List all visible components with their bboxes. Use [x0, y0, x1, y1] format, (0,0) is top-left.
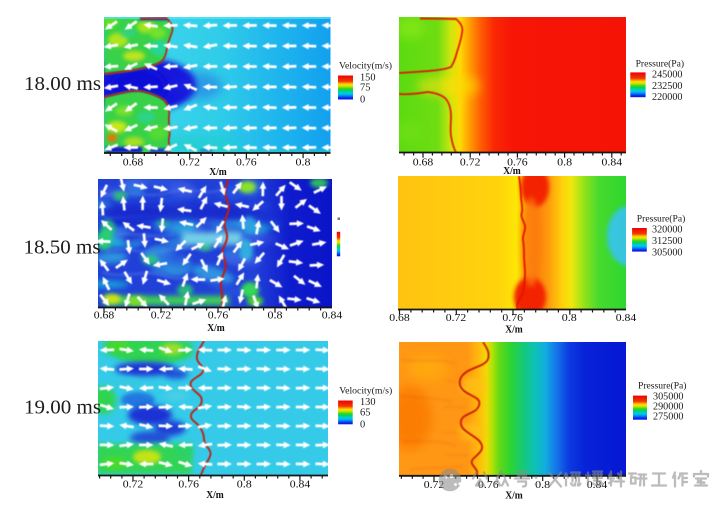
- svg-text:0.76: 0.76: [208, 311, 229, 322]
- svg-text:0.68: 0.68: [94, 311, 115, 322]
- svg-text:312500: 312500: [652, 236, 683, 247]
- svg-text:0.68: 0.68: [123, 158, 144, 169]
- svg-text:0.8: 0.8: [562, 313, 577, 324]
- svg-text:0.84: 0.84: [322, 311, 343, 322]
- svg-text:0.72: 0.72: [424, 480, 445, 491]
- svg-text:18.00 ms: 18.00 ms: [24, 73, 101, 95]
- svg-text:0.76: 0.76: [178, 480, 199, 491]
- svg-text:18.50 ms: 18.50 ms: [24, 237, 101, 259]
- svg-text:X/m: X/m: [505, 325, 523, 336]
- svg-text:0.68: 0.68: [413, 158, 434, 169]
- svg-text:19.00 ms: 19.00 ms: [24, 397, 101, 419]
- svg-text:320000: 320000: [652, 225, 683, 236]
- svg-text:Velocity(m/s): Velocity(m/s): [339, 60, 392, 71]
- svg-text:275000: 275000: [653, 412, 684, 423]
- svg-text:0.72: 0.72: [151, 311, 172, 322]
- svg-text:Pressure(Pa): Pressure(Pa): [637, 214, 686, 225]
- svg-text:0.8: 0.8: [535, 480, 550, 491]
- svg-text:0: 0: [360, 419, 365, 430]
- svg-text:0.8: 0.8: [237, 480, 252, 491]
- svg-text:0.72: 0.72: [179, 158, 200, 169]
- svg-text:X/m: X/m: [503, 166, 521, 177]
- svg-text:0.8: 0.8: [557, 158, 572, 169]
- svg-text:150: 150: [360, 72, 376, 83]
- svg-text:245000: 245000: [652, 70, 683, 81]
- svg-text:X/m: X/m: [209, 167, 227, 178]
- svg-text:232500: 232500: [652, 81, 683, 92]
- svg-text:X/m: X/m: [206, 490, 224, 501]
- svg-text:0.84: 0.84: [290, 480, 311, 491]
- svg-text:0.8: 0.8: [296, 158, 311, 169]
- svg-text:0.72: 0.72: [446, 313, 467, 324]
- svg-text:305000: 305000: [653, 392, 684, 403]
- svg-text:305000: 305000: [652, 248, 683, 259]
- svg-text:65: 65: [360, 408, 371, 419]
- svg-text:Pressure(Pa): Pressure(Pa): [638, 381, 687, 392]
- svg-text:0.84: 0.84: [616, 313, 637, 324]
- svg-text:0.84: 0.84: [602, 158, 623, 169]
- svg-text:0.72: 0.72: [460, 158, 481, 169]
- svg-text:130: 130: [360, 397, 376, 408]
- svg-text:X/m: X/m: [505, 491, 523, 502]
- svg-text:0.8: 0.8: [268, 311, 283, 322]
- svg-text:220000: 220000: [652, 92, 683, 103]
- svg-text:0.72: 0.72: [123, 480, 144, 491]
- svg-text:0: 0: [360, 94, 365, 105]
- svg-text:0.68: 0.68: [389, 313, 410, 324]
- svg-text:0.76: 0.76: [478, 480, 499, 491]
- svg-text:Velocity(m/s): Velocity(m/s): [339, 386, 392, 397]
- svg-text:75: 75: [360, 83, 371, 94]
- svg-text:X/m: X/m: [207, 323, 225, 334]
- svg-text:0.76: 0.76: [236, 158, 257, 169]
- svg-text:0.76: 0.76: [502, 313, 523, 324]
- svg-text:290000: 290000: [653, 401, 684, 412]
- svg-text:0.76: 0.76: [507, 158, 528, 169]
- svg-text:Pressure(Pa): Pressure(Pa): [636, 59, 685, 70]
